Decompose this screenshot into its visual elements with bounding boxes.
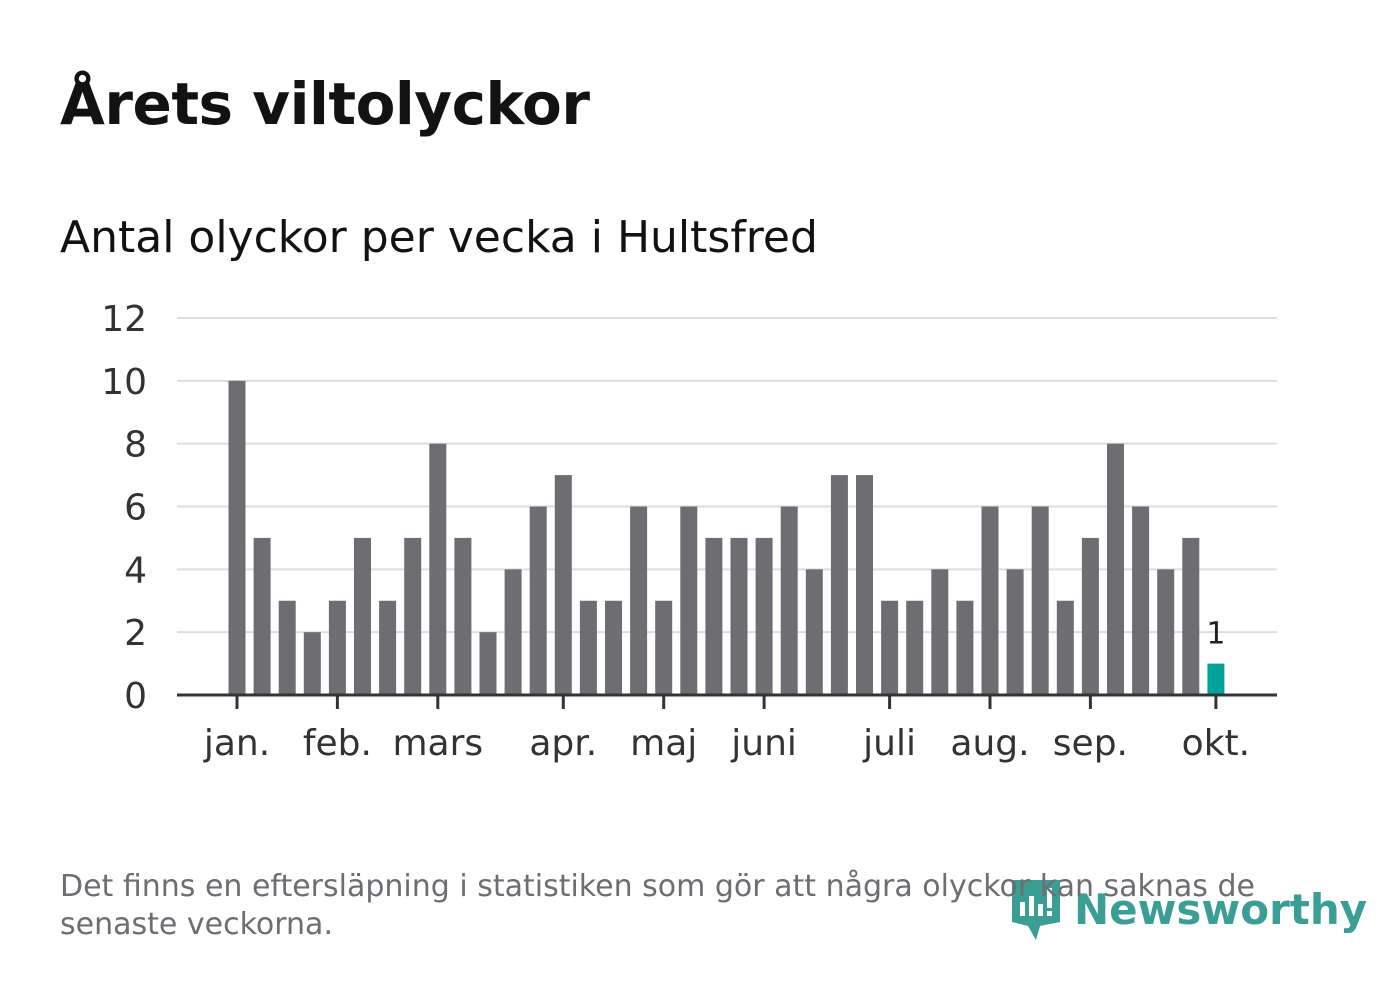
bar xyxy=(1182,537,1200,695)
x-tick-label: juni xyxy=(730,723,797,764)
bar xyxy=(755,537,773,695)
chart-subtitle: Antal olyckor per vecka i Hultsfred xyxy=(60,212,818,263)
bar xyxy=(1132,506,1150,695)
bar xyxy=(1157,569,1175,695)
bar-chart: 0 2 4 6 8 10 12 jan. feb. mars apr. maj juni juli aug.… xyxy=(101,299,1277,764)
logo-text: Newsworthy xyxy=(1074,884,1368,934)
bar xyxy=(881,600,899,695)
bar xyxy=(780,506,798,695)
bar xyxy=(630,506,648,695)
bar xyxy=(404,537,422,695)
x-tick-label: maj xyxy=(630,723,697,764)
x-tick-label: mars xyxy=(392,723,483,764)
bar xyxy=(805,569,823,695)
bar xyxy=(454,537,472,695)
data-label: 1 xyxy=(1206,617,1225,652)
x-tick-label: okt. xyxy=(1182,723,1250,764)
bar xyxy=(278,600,296,695)
x-tick-label: feb. xyxy=(303,723,372,764)
bar xyxy=(931,569,949,695)
bar xyxy=(830,475,848,695)
bar xyxy=(1081,537,1099,695)
bar xyxy=(680,506,698,695)
bar xyxy=(303,632,321,695)
x-tick-label: jan. xyxy=(203,723,270,764)
y-tick-label: 10 xyxy=(101,362,147,403)
bar xyxy=(479,632,497,695)
x-tick-label: juli xyxy=(862,723,916,764)
x-tick-label: sep. xyxy=(1053,723,1128,764)
bar xyxy=(730,537,748,695)
bar xyxy=(228,380,246,695)
bar xyxy=(605,600,622,695)
logo-icon xyxy=(1012,880,1060,940)
bar xyxy=(1031,506,1049,695)
newsworthy-logo: Newsworthy xyxy=(1010,876,1367,942)
bar xyxy=(379,600,397,695)
x-tick-label: aug. xyxy=(950,723,1029,764)
chart-title: Årets viltolyckor xyxy=(60,70,590,138)
bar xyxy=(705,537,723,695)
bar xyxy=(906,600,924,695)
footnote: Det finns en eftersläpning i statistiken… xyxy=(60,869,1255,942)
bar xyxy=(956,600,974,695)
y-tick-label: 8 xyxy=(124,425,147,466)
x-tick-label: apr. xyxy=(529,723,597,764)
y-tick-label: 4 xyxy=(124,550,147,591)
bar xyxy=(981,506,999,695)
bar xyxy=(1107,443,1124,695)
bar xyxy=(253,537,271,695)
y-tick-label: 0 xyxy=(124,676,147,717)
bar xyxy=(529,506,547,695)
y-tick-label: 6 xyxy=(124,488,147,529)
bar xyxy=(354,537,371,695)
bar xyxy=(579,600,597,695)
y-tick-label: 12 xyxy=(101,299,147,340)
bar xyxy=(554,475,572,695)
bar xyxy=(328,600,346,695)
bar xyxy=(429,443,447,695)
bar xyxy=(856,475,873,695)
bar xyxy=(1006,569,1024,695)
bar xyxy=(504,569,522,695)
bar xyxy=(1207,663,1225,695)
y-tick-label: 2 xyxy=(124,613,147,654)
bar xyxy=(655,600,673,695)
bar xyxy=(1056,600,1074,695)
